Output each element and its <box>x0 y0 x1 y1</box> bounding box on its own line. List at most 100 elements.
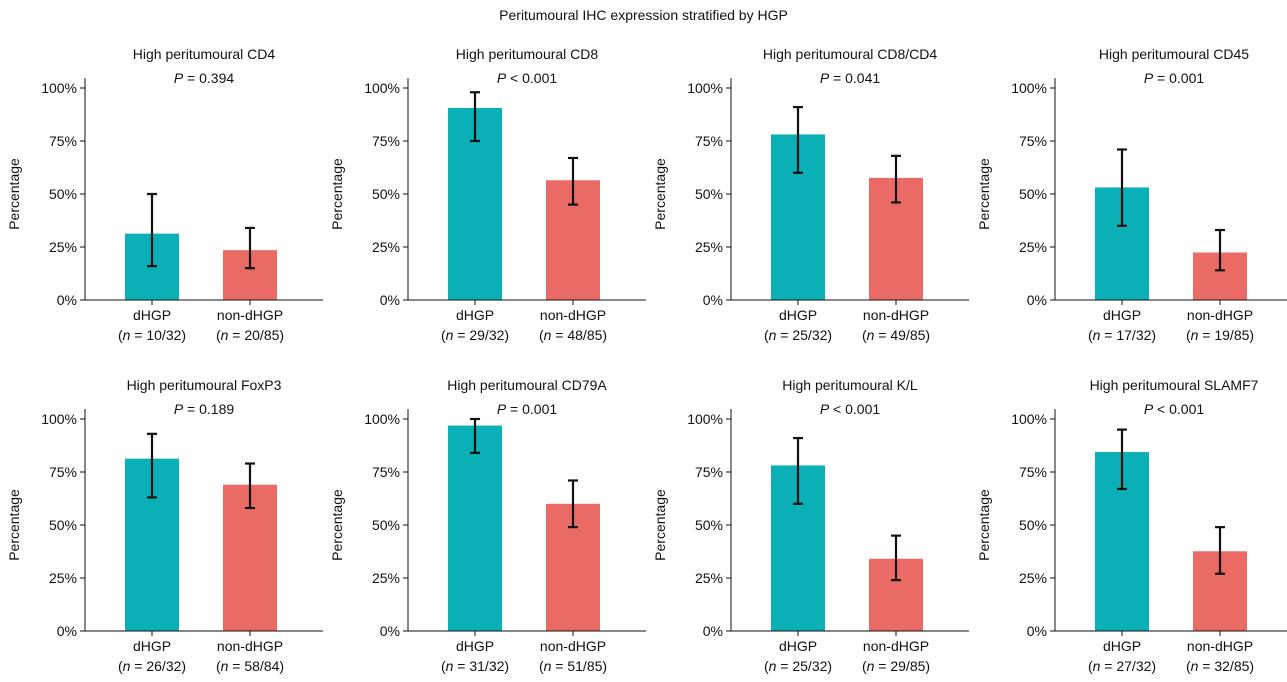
n-label: (n = 49/85) <box>862 327 930 343</box>
n-label: (n = 29/85) <box>862 658 930 674</box>
y-tick-label: 25% <box>1019 239 1047 255</box>
y-tick-label: 25% <box>49 239 77 255</box>
n-label: (n = 26/32) <box>118 658 186 674</box>
y-tick-label: 50% <box>1019 186 1047 202</box>
y-tick-label: 0% <box>1027 292 1047 308</box>
x-tick-label: dHGP <box>779 638 817 654</box>
y-tick-label: 25% <box>695 239 723 255</box>
panel-title: High peritumoural CD4 <box>133 46 276 62</box>
y-tick-label: 25% <box>372 570 400 586</box>
x-tick-label: dHGP <box>456 638 494 654</box>
p-value: P < 0.001 <box>497 70 558 86</box>
y-tick-label: 75% <box>49 464 77 480</box>
y-tick-label: 0% <box>1027 623 1047 639</box>
x-tick-label: dHGP <box>779 307 817 323</box>
panel-4: High peritumoural CD45 P = 0.001 0% 25% 50% 7… <box>976 46 1287 343</box>
y-axis-label: Percentage <box>976 489 992 561</box>
y-tick-label: 0% <box>57 292 77 308</box>
p-value: P = 0.001 <box>1144 70 1205 86</box>
y-axis-label: Percentage <box>329 158 345 230</box>
n-label: (n = 19/85) <box>1186 327 1254 343</box>
n-label: (n = 27/32) <box>1088 658 1156 674</box>
n-label: (n = 31/32) <box>441 658 509 674</box>
x-tick-label: non-dHGP <box>540 307 606 323</box>
n-label: (n = 51/85) <box>539 658 607 674</box>
n-label: (n = 25/32) <box>764 327 832 343</box>
n-label: (n = 10/32) <box>118 327 186 343</box>
panel-title: High peritumoural CD45 <box>1099 46 1249 62</box>
n-label: (n = 48/85) <box>539 327 607 343</box>
y-tick-label: 100% <box>364 411 400 427</box>
n-label: (n = 20/85) <box>216 327 284 343</box>
y-tick-label: 50% <box>372 186 400 202</box>
x-tick-label: non-dHGP <box>863 638 929 654</box>
n-label: (n = 25/32) <box>764 658 832 674</box>
x-tick-label: non-dHGP <box>217 307 283 323</box>
y-axis-label: Percentage <box>976 158 992 230</box>
y-axis-label: Percentage <box>652 158 668 230</box>
x-tick-label: dHGP <box>133 307 171 323</box>
y-tick-label: 100% <box>41 411 77 427</box>
y-tick-label: 50% <box>49 517 77 533</box>
x-tick-label: non-dHGP <box>540 638 606 654</box>
n-label: (n = 17/32) <box>1088 327 1156 343</box>
panel-6: High peritumoural CD79A P = 0.001 0% 25% 50%… <box>329 377 646 674</box>
y-tick-label: 75% <box>49 133 77 149</box>
x-tick-label: dHGP <box>456 307 494 323</box>
y-tick-label: 0% <box>703 623 723 639</box>
y-tick-label: 50% <box>695 186 723 202</box>
x-tick-label: dHGP <box>1103 638 1141 654</box>
panel-title: High peritumoural CD8 <box>456 46 599 62</box>
panel-2: High peritumoural CD8 P < 0.001 0% 25% 50% 75… <box>329 46 646 343</box>
y-tick-label: 100% <box>364 80 400 96</box>
x-tick-label: non-dHGP <box>1187 638 1253 654</box>
y-tick-label: 75% <box>372 133 400 149</box>
y-tick-label: 75% <box>372 464 400 480</box>
p-value: P = 0.394 <box>174 70 235 86</box>
y-axis-label: Percentage <box>652 489 668 561</box>
y-tick-label: 50% <box>372 517 400 533</box>
n-label: (n = 58/84) <box>216 658 284 674</box>
panel-title: High peritumoural CD79A <box>447 377 607 393</box>
y-tick-label: 100% <box>1011 411 1047 427</box>
y-tick-label: 25% <box>49 570 77 586</box>
y-axis-label: Percentage <box>6 158 22 230</box>
y-tick-label: 100% <box>1011 80 1047 96</box>
p-value: P = 0.041 <box>820 70 881 86</box>
y-tick-label: 75% <box>695 464 723 480</box>
y-tick-label: 75% <box>1019 133 1047 149</box>
n-label: (n = 32/85) <box>1186 658 1254 674</box>
panel-1: High peritumoural CD4 P = 0.394 0% 25% 50% 75… <box>6 46 323 343</box>
y-tick-label: 100% <box>687 411 723 427</box>
y-axis-label: Percentage <box>6 489 22 561</box>
y-axis-label: Percentage <box>329 489 345 561</box>
panel-title: High peritumoural CD8/CD4 <box>763 46 938 62</box>
panel-3: High peritumoural CD8/CD4 P = 0.041 0% 25% 5… <box>652 46 969 343</box>
x-tick-label: non-dHGP <box>863 307 929 323</box>
p-value: P = 0.189 <box>174 401 235 417</box>
figure-title: Peritumoural IHC expression stratified b… <box>499 7 788 23</box>
panel-7: High peritumoural K/L P < 0.001 0% 25% 50% 75… <box>652 377 969 674</box>
y-tick-label: 0% <box>380 292 400 308</box>
x-tick-label: non-dHGP <box>1187 307 1253 323</box>
panel-title: High peritumoural SLAMF7 <box>1090 377 1259 393</box>
n-label: (n = 29/32) <box>441 327 509 343</box>
panel-title: High peritumoural K/L <box>782 377 918 393</box>
y-tick-label: 100% <box>687 80 723 96</box>
y-tick-label: 25% <box>372 239 400 255</box>
y-tick-label: 50% <box>49 186 77 202</box>
y-tick-label: 25% <box>695 570 723 586</box>
x-tick-label: dHGP <box>133 638 171 654</box>
y-tick-label: 0% <box>57 623 77 639</box>
x-tick-label: non-dHGP <box>217 638 283 654</box>
y-tick-label: 0% <box>380 623 400 639</box>
p-value: P < 0.001 <box>1144 401 1205 417</box>
y-tick-label: 0% <box>703 292 723 308</box>
y-tick-label: 100% <box>41 80 77 96</box>
x-tick-label: dHGP <box>1103 307 1141 323</box>
panel-title: High peritumoural FoxP3 <box>127 377 282 393</box>
p-value: P = 0.001 <box>497 401 558 417</box>
panel-5: High peritumoural FoxP3 P = 0.189 0% 25% 50%… <box>6 377 323 674</box>
y-tick-label: 50% <box>1019 517 1047 533</box>
